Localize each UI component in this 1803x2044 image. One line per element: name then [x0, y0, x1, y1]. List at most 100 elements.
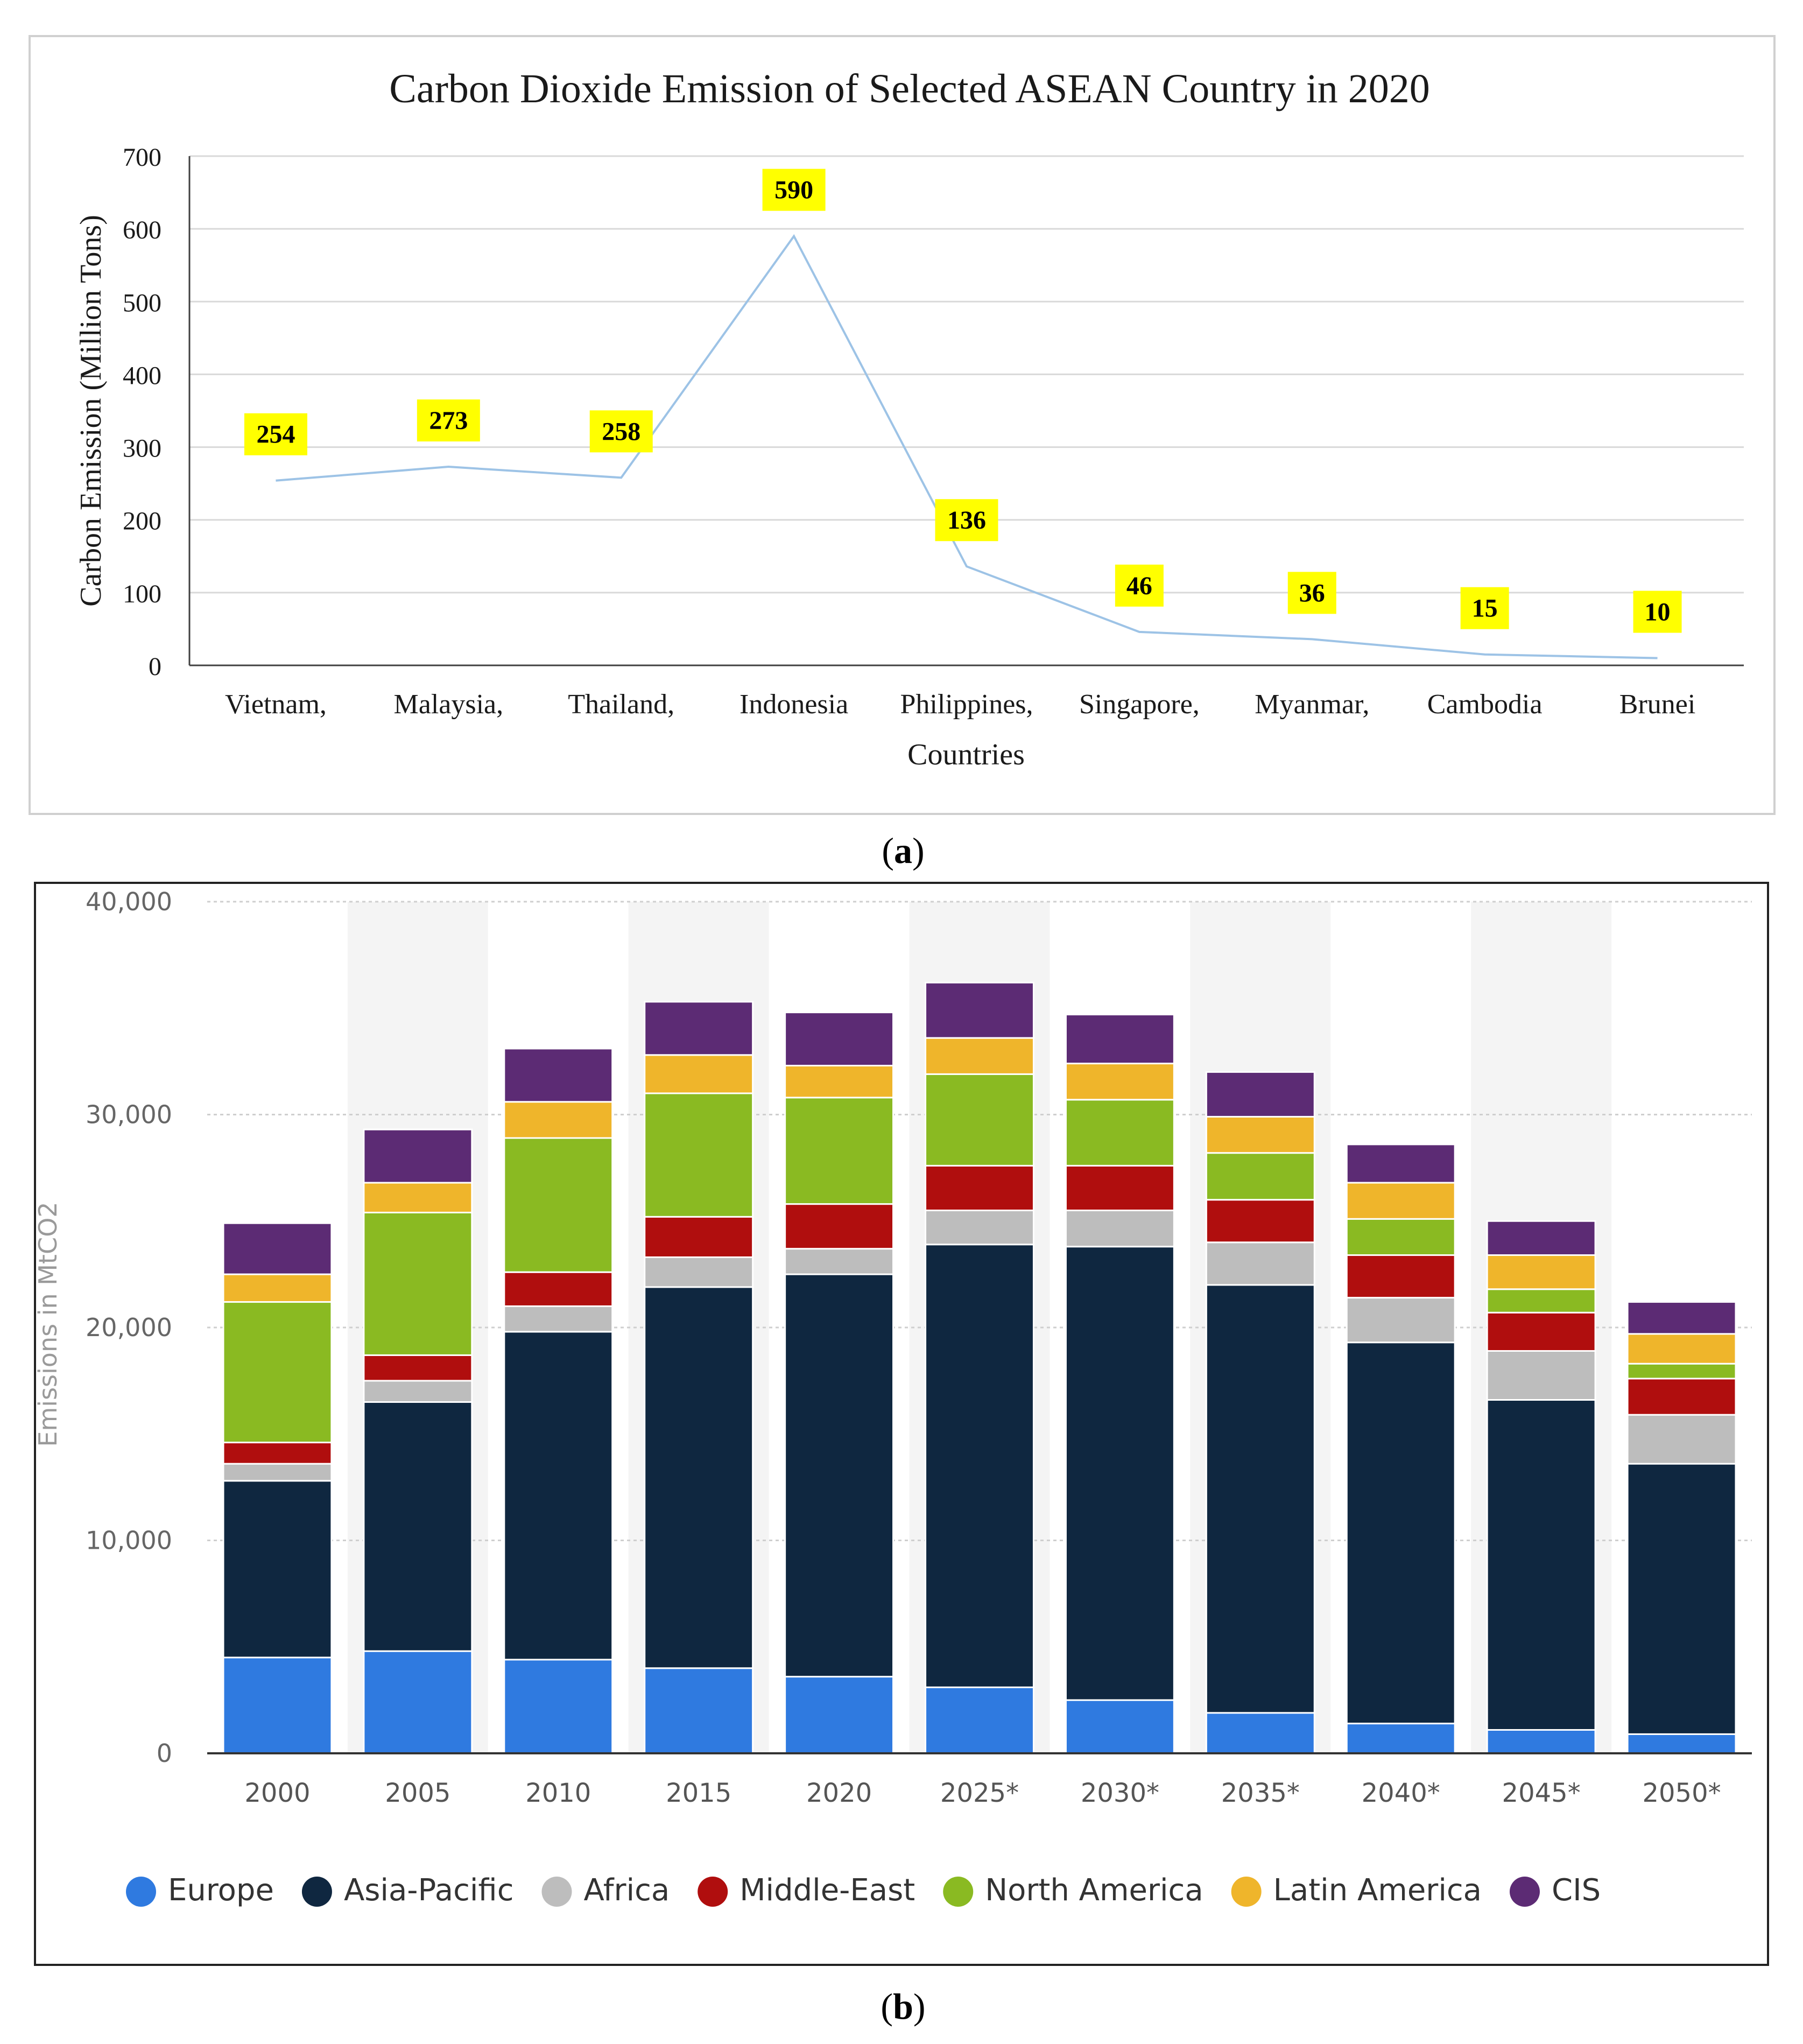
- panel-b-legend-marker: [1510, 1877, 1540, 1907]
- panel-b-x-tick-label: 2050*: [1642, 1778, 1721, 1808]
- panel-b-x-tick-label: 2040*: [1362, 1778, 1440, 1808]
- panel-b-bar-segment: [363, 1401, 473, 1652]
- panel-b-bar-segment: [503, 1101, 614, 1139]
- panel-b-bar-segment: [1486, 1729, 1596, 1754]
- panel-b-bar-segment: [925, 1686, 1034, 1754]
- panel-b-bar-segment: [644, 1092, 754, 1218]
- panel-b-x-tick-label: 2030*: [1081, 1778, 1159, 1808]
- panel-b-bar-segment: [503, 1331, 614, 1661]
- panel-b-x-tick-label: 2015: [666, 1778, 731, 1808]
- panel-a-y-tick-label: 100: [123, 580, 161, 608]
- panel-b-bar-segment: [925, 1209, 1034, 1246]
- panel-a-x-tick-label: Malaysia,: [394, 689, 504, 720]
- panel-b-bar-segment: [784, 1203, 895, 1250]
- panel-b-bar-segment: [644, 1216, 754, 1258]
- panel-b-bar-segment: [222, 1301, 333, 1444]
- panel-b-legend-marker: [126, 1877, 156, 1907]
- panel-a-data-label: 254: [256, 420, 295, 449]
- panel-b-bar-segment: [222, 1480, 333, 1659]
- panel-b-bar-segment: [925, 1073, 1034, 1167]
- panel-b-legend-marker: [541, 1877, 572, 1907]
- panel-b-bar-segment: [1065, 1246, 1175, 1701]
- panel-a: Carbon Dioxide Emission of Selected ASEA…: [29, 35, 1776, 815]
- panel-b-legend-marker: [698, 1877, 728, 1907]
- panel-a-data-label-bg: [1115, 564, 1164, 607]
- panel-b-bar-segment: [784, 1248, 895, 1275]
- panel-a-data-label-bg: [589, 410, 653, 453]
- panel-b-legend-label: Europe: [168, 1873, 274, 1908]
- panel-b-bar-segment: [1205, 1241, 1315, 1286]
- panel-a-x-tick-label: Philippines,: [900, 689, 1033, 720]
- panel-b-x-tick-label: 2045*: [1502, 1778, 1581, 1808]
- panel-b-bar-segment: [1626, 1378, 1737, 1416]
- panel-a-data-label: 590: [774, 176, 813, 205]
- panel-b-bar-segment: [644, 1001, 754, 1056]
- panel-b-bar-segment: [1065, 1699, 1175, 1754]
- panel-b-bar-segment: [1486, 1220, 1596, 1256]
- panel-b-bar-segment: [925, 1244, 1034, 1688]
- panel-a-data-label: 273: [429, 406, 468, 435]
- panel-b-bar-segment: [1205, 1115, 1315, 1154]
- panel-b-bar-segment: [503, 1048, 614, 1103]
- panel-b-legend-label: Asia-Pacific: [344, 1873, 514, 1908]
- panel-b-bar-segment: [1346, 1143, 1456, 1184]
- panel-a-y-tick-label: 400: [123, 361, 161, 390]
- panel-b-legend-label: North America: [985, 1873, 1203, 1908]
- panel-b-bar-segment: [363, 1211, 473, 1356]
- panel-b-bar-segment: [925, 1037, 1034, 1075]
- panel-b-bar-segment: [1626, 1414, 1737, 1465]
- panel-b-bar-segment: [1626, 1362, 1737, 1380]
- panel-a-y-tick-label: 200: [123, 507, 161, 536]
- panel-b-legend-label: Africa: [583, 1873, 670, 1908]
- panel-b-bar-segment: [644, 1667, 754, 1754]
- panel-b-x-tick-label: 2035*: [1221, 1778, 1300, 1808]
- panel-b-bar-segment: [222, 1273, 333, 1303]
- panel-a-data-label-bg: [762, 168, 826, 211]
- panel-a-y-tick-labels: 0 100 200 300 400 500 600 700: [123, 143, 161, 681]
- panel-b-x-tick-label: 2000: [244, 1778, 310, 1808]
- panel-b-bar-segment: [784, 1273, 895, 1678]
- panel-b-bar-segment: [222, 1463, 333, 1482]
- panel-a-y-tick-label: 600: [123, 216, 161, 244]
- panel-b-x-tick-label: 2005: [385, 1778, 450, 1808]
- panel-b-bar-segment: [503, 1659, 614, 1754]
- panel-a-x-axis-label: Countries: [907, 738, 1025, 771]
- panel-b-bar-segment: [1486, 1399, 1596, 1731]
- panel-a-y-tick-label: 0: [149, 652, 161, 681]
- panel-b-legend-marker: [1231, 1877, 1262, 1907]
- panel-b-y-tick-label: 20,000: [86, 1313, 172, 1342]
- panel-a-x-tick-labels: Vietnam, Malaysia, Thailand, Indonesia Phili…: [225, 689, 1695, 720]
- panel-b-bar-segment: [503, 1137, 614, 1273]
- panel-a-data-label-bg: [935, 499, 998, 542]
- panel-b-legend-label: CIS: [1552, 1873, 1601, 1908]
- caption-a: (a): [882, 830, 924, 871]
- panel-a-title: Carbon Dioxide Emission of Selected ASEA…: [389, 66, 1430, 111]
- panel-b-bar-segment: [222, 1656, 333, 1754]
- panel-b-legend-marker: [301, 1877, 332, 1907]
- panel-b-bar-segment: [363, 1380, 473, 1403]
- panel-b-x-tick-label: 2020: [806, 1778, 872, 1808]
- panel-a-data-label: 46: [1126, 572, 1152, 600]
- panel-b-bar-segment: [1486, 1288, 1596, 1314]
- panel-b-x-tick-label: 2025*: [940, 1778, 1019, 1808]
- panel-b-bar-segment: [784, 1012, 895, 1067]
- panel-a-y-axis-label: Carbon Emission (Million Tons): [74, 215, 108, 607]
- panel-b-bar-segment: [1205, 1152, 1315, 1201]
- panel-a-data-label-bg: [1633, 591, 1682, 633]
- panel-b-bar-segment: [363, 1128, 473, 1184]
- panel-b-y-axis-label: Emissions in MtCO2: [33, 1202, 62, 1446]
- panel-b-x-tick-labels: 2000 2005 2010 2015 2020 2025* 2030* 2035* 2040*…: [244, 1778, 1721, 1808]
- panel-b-bar-segment: [1205, 1071, 1315, 1118]
- panel-a-data-label: 136: [947, 506, 986, 535]
- panel-b-bar-segment: [1486, 1311, 1596, 1352]
- panel-b-legend-label: Middle-East: [739, 1873, 915, 1908]
- panel-a-data-labels: 254 273 258 590 136 46 36 15 10: [244, 168, 1682, 633]
- panel-b-bar-segment: [784, 1065, 895, 1099]
- panel-b-bar-segment: [1205, 1199, 1315, 1244]
- panel-a-x-tick-label: Brunei: [1619, 689, 1696, 720]
- panel-b-bar-segment: [925, 1164, 1034, 1211]
- panel-a-data-label-bg: [244, 413, 307, 455]
- panel-b-x-tick-label: 2010: [525, 1778, 591, 1808]
- panel-b-bar-segment: [1626, 1733, 1737, 1754]
- panel-b-bar-segment: [222, 1222, 333, 1275]
